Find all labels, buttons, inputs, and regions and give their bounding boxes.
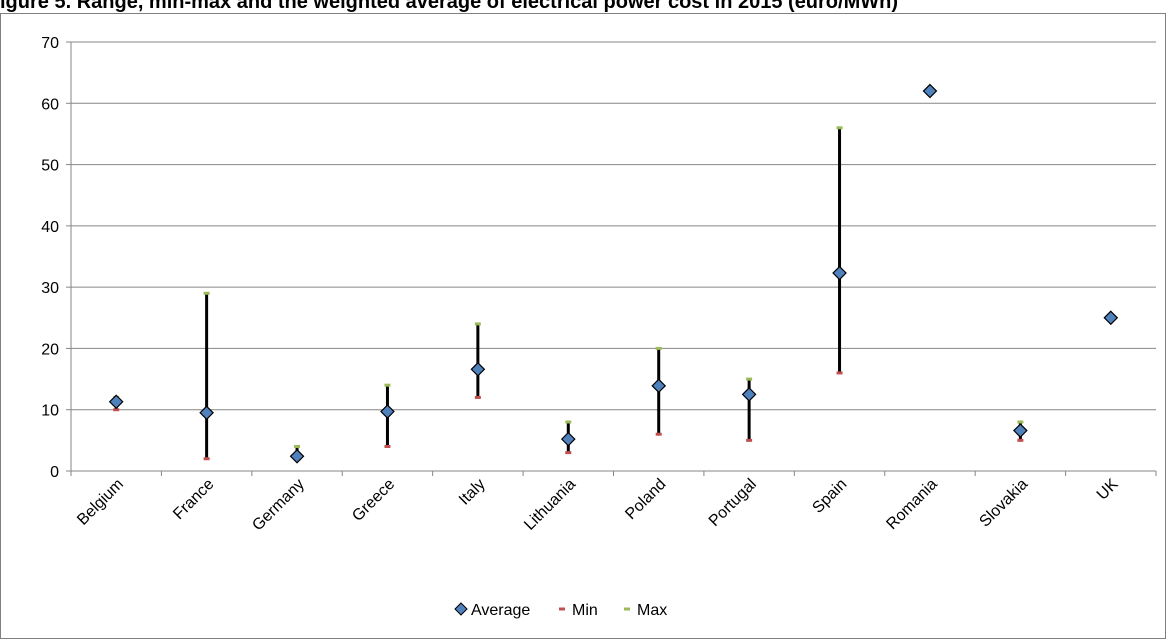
x-tick-label: Germany <box>249 476 308 535</box>
y-tick-label: 50 <box>41 158 59 175</box>
x-tick-label: Poland <box>622 476 669 523</box>
x-tick-label: Slovakia <box>976 476 1031 531</box>
average-marker <box>1013 423 1028 438</box>
gridlines <box>71 41 1156 411</box>
x-tick-label: UK <box>1094 476 1122 504</box>
chart-svg: 0 10 20 30 40 50 60 70 Belgium France Germany Gree… <box>41 35 1157 619</box>
average-marker <box>560 431 576 447</box>
legend-average-symbol <box>454 602 468 616</box>
y-tick-label: 60 <box>41 96 59 113</box>
y-tick-label: 10 <box>41 403 59 420</box>
average-marker <box>832 265 847 281</box>
x-tick-label: Spain <box>809 476 850 517</box>
y-tick-label: 30 <box>41 280 59 297</box>
legend-average-label: Average <box>471 602 530 619</box>
x-tick-label: France <box>170 476 217 523</box>
y-tick-label: 40 <box>41 219 59 236</box>
x-tick-label: Belgium <box>74 476 127 529</box>
average-marker <box>651 378 667 394</box>
average-marker <box>108 394 124 410</box>
y-tick-label: 20 <box>41 341 59 358</box>
x-tick-label: Lithuania <box>521 476 579 534</box>
y-tick-label: 70 <box>41 35 59 52</box>
average-marker <box>741 387 757 402</box>
x-tick-label: Romania <box>883 476 940 533</box>
legend-min-label: Min <box>572 602 598 619</box>
average-marker <box>1103 310 1119 326</box>
average-marker <box>470 361 486 377</box>
chart-area: 0 10 20 30 40 50 60 70 Belgium France Germany Gree… <box>0 13 1166 639</box>
legend: Average Min Max <box>454 602 667 619</box>
x-tick-label: Italy <box>456 476 489 509</box>
axes <box>66 41 1157 476</box>
y-tick-labels: 0 10 20 30 40 50 60 70 <box>41 35 59 481</box>
x-tick-label: Portugal <box>706 476 760 530</box>
average-marker <box>289 448 305 464</box>
data-marks <box>108 83 1119 464</box>
average-marker <box>922 83 938 99</box>
x-tick-label: Greece <box>349 476 398 525</box>
y-tick-label: 0 <box>50 464 59 481</box>
range-bars <box>114 127 1022 459</box>
chart-title: igure 5. Range, min-max and the weighted… <box>0 0 898 13</box>
legend-max-label: Max <box>637 602 667 619</box>
x-tick-labels: Belgium France Germany Greece Italy Lithuania… <box>74 476 1122 535</box>
average-marker <box>380 404 395 419</box>
average-marker <box>199 405 214 421</box>
